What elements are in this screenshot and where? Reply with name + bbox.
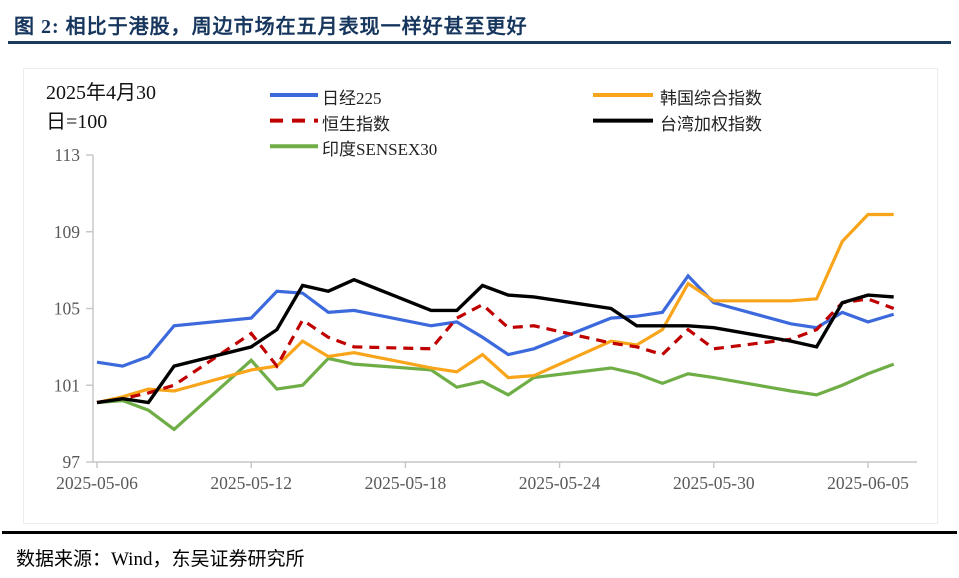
legend-label-sensex30: 印度SENSEX30	[322, 140, 438, 159]
x-tick-label: 2025-05-12	[210, 473, 292, 493]
x-tick-label: 2025-05-18	[365, 473, 447, 493]
figure-title: 图 2: 相比于港股，周边市场在五月表现一样好甚至更好	[14, 16, 528, 38]
x-tick-label: 2025-05-24	[519, 473, 601, 493]
x-tick-label: 2025-05-30	[673, 473, 755, 493]
series-lines	[96, 212, 895, 432]
base-date-line1: 2025年4月30	[46, 82, 156, 104]
y-tick-label: 113	[54, 145, 80, 165]
y-axis: 97 101 105 109 113	[54, 145, 94, 472]
data-source: 数据来源：Wind，东吴证券研究所	[16, 549, 305, 570]
y-tick-label: 101	[54, 375, 80, 395]
x-tick-label: 2025-06-05	[827, 473, 909, 493]
series-hang-seng-line	[96, 297, 895, 405]
legend-label-hang-seng: 恒生指数	[322, 115, 390, 134]
series-nikkei225-line	[96, 273, 895, 368]
y-tick-label: 97	[63, 452, 81, 472]
chart-panel	[23, 68, 938, 524]
series-sensex30-line	[96, 356, 895, 432]
series-taiex-line	[96, 277, 894, 405]
x-tick-label: 2025-05-06	[56, 473, 138, 493]
series-kospi-line	[96, 212, 894, 405]
y-tick-label: 105	[54, 299, 81, 319]
legend-swatches	[270, 93, 653, 149]
legend-label-kospi: 韩国综合指数	[660, 89, 762, 108]
footer-divider	[2, 531, 957, 534]
legend-label-taiex: 台湾加权指数	[660, 115, 762, 134]
x-axis: 2025-05-06 2025-05-12 2025-05-18 2025-05-24…	[56, 461, 917, 493]
title-underline	[8, 41, 951, 44]
base-date-line2: 日=100	[46, 111, 108, 133]
legend-label-nikkei225: 日经225	[322, 89, 382, 108]
y-tick-label: 109	[54, 222, 81, 242]
base-date-annotation: 2025年4月30 日=100	[46, 79, 156, 137]
